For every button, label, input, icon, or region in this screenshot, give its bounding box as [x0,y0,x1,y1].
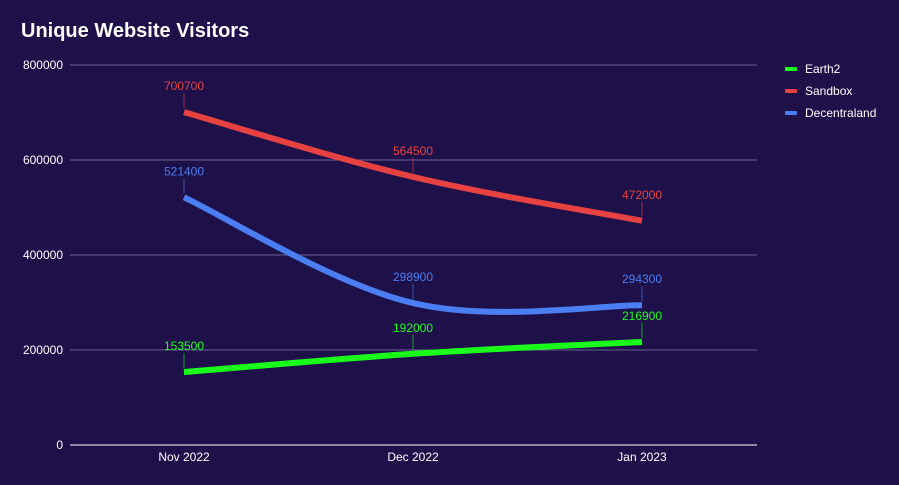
legend-label: Decentraland [805,106,877,120]
legend-item-decentraland[interactable]: Decentraland [785,102,876,124]
data-label: 294300 [622,272,662,286]
data-label: 472000 [622,188,662,202]
legend-label: Sandbox [805,84,853,98]
data-label: 153500 [164,339,204,353]
legend-swatch [785,67,797,71]
data-label: 216900 [622,309,662,323]
legend-label: Earth2 [805,62,841,76]
x-tick-label: Nov 2022 [158,450,210,464]
y-tick-label: 0 [56,438,63,452]
data-label: 564500 [393,144,433,158]
legend-swatch [785,89,797,93]
legend-item-earth2[interactable]: Earth2 [785,58,876,80]
data-label: 298900 [393,270,433,284]
series-line-sandbox [183,109,643,224]
y-tick-label: 800000 [23,58,63,72]
y-tick-label: 600000 [23,153,63,167]
x-tick-label: Jan 2023 [617,450,667,464]
data-label: 700700 [164,79,204,93]
chart-title: Unique Website Visitors [21,20,250,42]
legend-item-sandbox[interactable]: Sandbox [785,80,876,102]
legend-swatch [785,111,797,115]
y-tick-label: 200000 [23,343,63,357]
data-label: 521400 [164,164,204,178]
data-label: 192000 [393,321,433,335]
x-tick-label: Dec 2022 [387,450,439,464]
legend: Earth2 Sandbox Decentraland [785,58,876,124]
series-line-decentraland [182,194,643,315]
y-tick-label: 400000 [23,248,63,262]
series-line-earth2 [183,338,643,376]
